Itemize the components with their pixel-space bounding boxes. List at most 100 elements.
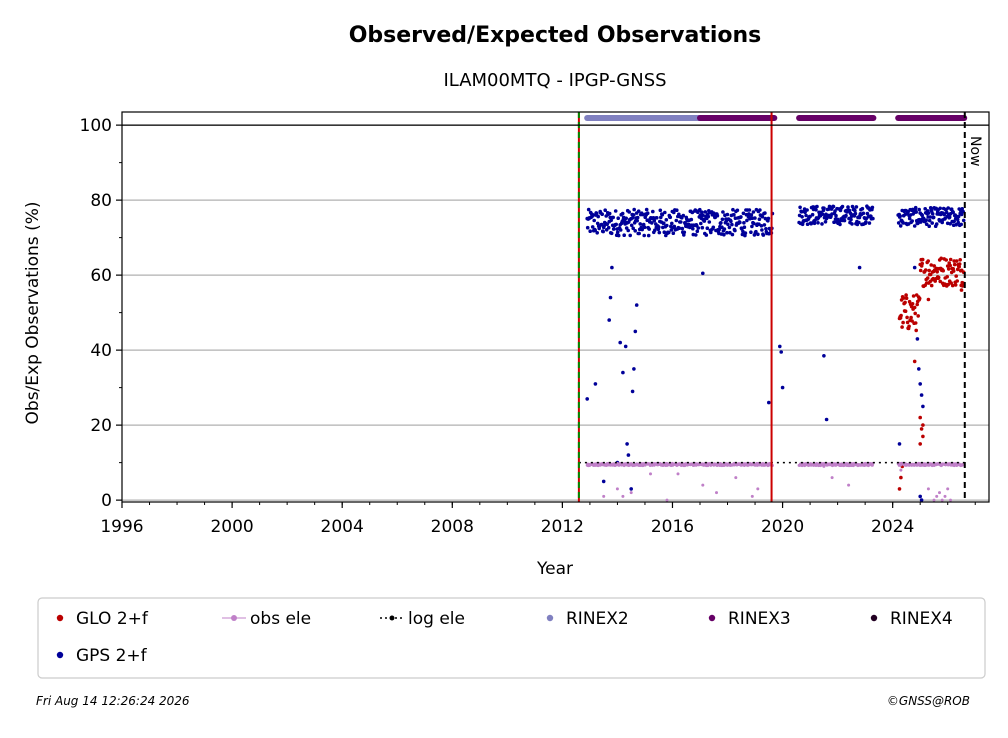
point-obs-ele <box>756 487 760 491</box>
legend-marker-glo-2-f <box>56 614 64 622</box>
point-gps-2-f <box>700 225 705 230</box>
point-obs-ele <box>602 494 606 498</box>
point-gps-2-f <box>861 211 866 216</box>
point-gps-2-f <box>624 216 628 221</box>
point-gps-2-f <box>629 223 634 228</box>
point-glo-2-f <box>950 283 955 288</box>
point-gps-2-f <box>722 232 726 237</box>
point-gps-2-f <box>620 211 625 216</box>
legend: GLO 2+f obs ele log ele RINEX2 RINEX3 RINEX4 G… <box>56 609 953 666</box>
point-gps-2-f <box>670 221 674 226</box>
point-gps-2-f <box>633 329 638 334</box>
point-glo-2-f <box>899 475 903 480</box>
point-glo-2-f <box>948 257 953 262</box>
point-gps-2-f <box>657 230 662 235</box>
x-tick-label: 1996 <box>100 517 143 537</box>
point-gps-2-f <box>847 208 852 213</box>
point-glo-2-f <box>959 288 964 292</box>
point-gps-2-f <box>626 453 631 457</box>
point-gps-2-f <box>611 227 616 231</box>
point-obs-ele <box>847 483 851 487</box>
point-gps-2-f <box>642 233 646 238</box>
point-gps-2-f <box>735 208 740 213</box>
point-glo-2-f <box>901 296 906 300</box>
point-gps-2-f <box>779 350 783 354</box>
point-gps-2-f <box>912 265 917 270</box>
point-gps-2-f <box>930 221 934 225</box>
point-glo-2-f <box>918 415 922 420</box>
point-gps-2-f <box>593 228 597 233</box>
point-obs-ele <box>940 498 944 502</box>
point-gps-2-f <box>739 215 743 219</box>
point-gps-2-f <box>600 212 604 216</box>
point-gps-2-f <box>722 227 727 231</box>
legend-label-rinex4: RINEX4 <box>890 609 953 629</box>
point-gps-2-f <box>760 228 764 232</box>
legend-label-rinex3: RINEX3 <box>728 609 791 629</box>
point-gps-2-f <box>931 215 936 220</box>
point-gps-2-f <box>844 213 848 218</box>
point-gps-2-f <box>720 217 725 222</box>
point-glo-2-f <box>921 423 925 427</box>
point-gps-2-f <box>857 265 862 270</box>
point-glo-2-f <box>955 267 960 272</box>
point-gps-2-f <box>627 210 631 214</box>
point-gps-2-f <box>633 229 637 233</box>
point-gps-2-f <box>730 222 734 227</box>
point-gps-2-f <box>638 222 642 226</box>
point-gps-2-f <box>742 225 747 229</box>
point-gps-2-f <box>616 233 621 238</box>
point-gps-2-f <box>804 213 808 218</box>
point-gps-2-f <box>721 210 725 214</box>
point-gps-2-f <box>658 208 663 213</box>
point-gps-2-f <box>896 221 901 225</box>
y-tick-label: 20 <box>90 416 112 436</box>
reference-lines <box>122 112 989 502</box>
point-gps-2-f <box>635 218 639 223</box>
point-gps-2-f <box>711 225 716 230</box>
point-gps-2-f <box>585 397 589 401</box>
point-gps-2-f <box>865 211 870 216</box>
y-tick-label: 40 <box>90 341 112 361</box>
point-gps-2-f <box>662 221 666 225</box>
axis-ticks: 0 20 40 60 80 100 1996 2000 2004 2008 2012 2016 2020… <box>80 116 976 537</box>
point-gps-2-f <box>864 220 868 224</box>
legend-box <box>37 597 986 679</box>
point-glo-2-f <box>918 268 923 273</box>
point-gps-2-f <box>614 222 618 227</box>
point-glo-2-f <box>945 275 949 279</box>
point-gps-2-f <box>808 214 812 219</box>
point-gps-2-f <box>586 207 591 212</box>
point-glo-2-f <box>904 293 908 297</box>
point-gps-2-f <box>694 233 698 237</box>
chart-title: Observed/Expected Observations <box>349 23 762 48</box>
y-axis-label: Obs/Exp Observations (%) <box>23 202 43 425</box>
point-glo-2-f <box>929 263 933 267</box>
point-gps-2-f <box>687 222 691 227</box>
point-gps-2-f <box>756 232 760 237</box>
point-gps-2-f <box>732 213 736 217</box>
grid-lines <box>122 124 989 501</box>
point-glo-2-f <box>921 434 925 439</box>
point-gps-2-f <box>920 213 924 217</box>
point-gps-2-f <box>640 212 645 217</box>
point-gps-2-f <box>815 204 819 209</box>
point-glo-2-f <box>914 328 918 333</box>
point-gps-2-f <box>913 205 918 210</box>
point-gps-2-f <box>853 211 858 216</box>
point-obs-ele <box>629 491 633 495</box>
point-gps-2-f <box>955 217 960 222</box>
point-gps-2-f <box>651 209 655 214</box>
point-gps-2-f <box>668 215 673 220</box>
point-glo-2-f <box>935 270 939 274</box>
point-gps-2-f <box>590 225 595 229</box>
point-gps-2-f <box>757 217 762 221</box>
point-gps-2-f <box>655 216 659 220</box>
point-gps-2-f <box>822 206 826 210</box>
point-gps-2-f <box>729 219 733 224</box>
legend-marker-gps-2-f <box>56 651 64 659</box>
point-gps-2-f <box>850 222 854 226</box>
x-tick-label: 2008 <box>431 517 474 537</box>
point-gps-2-f <box>707 220 712 224</box>
point-gps-2-f <box>840 204 845 209</box>
